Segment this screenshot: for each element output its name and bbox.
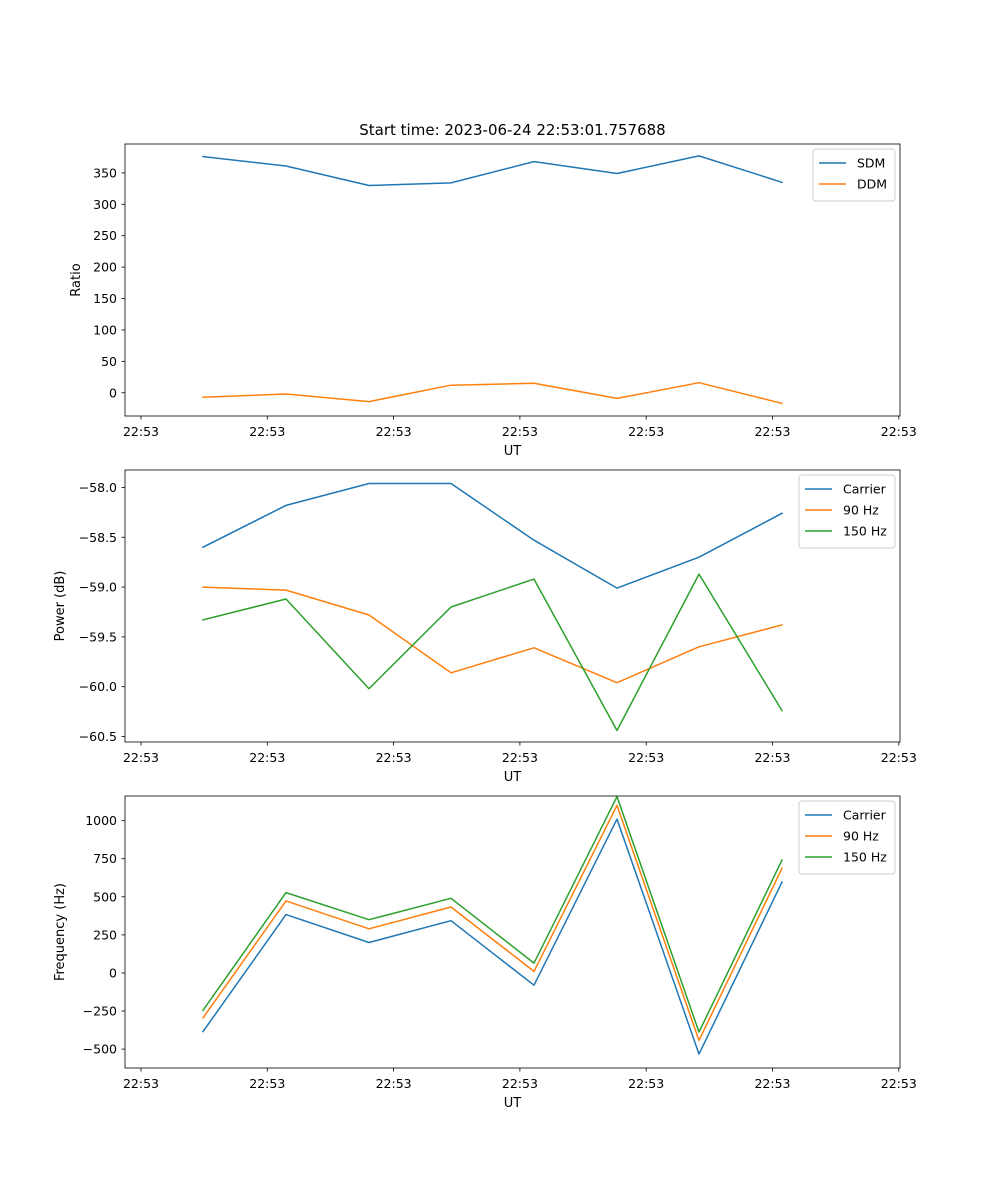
subplot-2: 22:53 22:53 22:53 22:53 22:53 22:53 22:53 −60.5… bbox=[53, 469, 917, 785]
y-tick-label: 150 bbox=[93, 291, 117, 306]
y-tick-label: 250 bbox=[93, 228, 117, 243]
chart-title: Start time: 2023-06-24 22:53:01.757688 bbox=[359, 121, 665, 139]
x-tick-label: 22:53 bbox=[754, 424, 790, 439]
x-tick-label: 22:53 bbox=[249, 750, 285, 765]
y-tick-label: 50 bbox=[101, 354, 117, 369]
x-tick-label: 22:53 bbox=[376, 750, 412, 765]
legend-label: 150 Hz bbox=[843, 850, 887, 865]
x-tick-label: 22:53 bbox=[628, 424, 664, 439]
x-tick-label: 22:53 bbox=[628, 750, 664, 765]
legend-box bbox=[812, 148, 896, 202]
legend-label: DDM bbox=[857, 177, 887, 192]
y-tick-label: 350 bbox=[93, 165, 117, 180]
series-line-90-hz bbox=[201, 804, 784, 1042]
y-tick-label: 750 bbox=[93, 851, 117, 866]
series-line-sdm bbox=[202, 155, 783, 187]
x-axis-label: UT bbox=[504, 1096, 522, 1111]
y-tick-label: 300 bbox=[93, 197, 117, 212]
legend-box bbox=[798, 474, 896, 549]
series-line-ddm bbox=[202, 381, 783, 405]
x-tick-label: 22:53 bbox=[628, 1076, 664, 1091]
y-tick-label: −250 bbox=[83, 1004, 117, 1019]
legend-label: 150 Hz bbox=[843, 524, 887, 539]
y-tick-label: 500 bbox=[93, 889, 117, 904]
y-tick-label: −60.5 bbox=[79, 729, 117, 744]
y-tick-label: −500 bbox=[83, 1042, 117, 1057]
subplot-1: 22:53 22:53 22:53 22:53 22:53 22:53 22:53 0 50 10… bbox=[69, 121, 917, 459]
x-axis-label: UT bbox=[504, 444, 522, 459]
y-axis-label: Ratio bbox=[69, 263, 84, 296]
y-tick-label: −60.0 bbox=[79, 679, 117, 694]
legend-box bbox=[798, 800, 896, 875]
x-tick-label: 22:53 bbox=[249, 424, 285, 439]
legend-label: Carrier bbox=[843, 482, 887, 497]
x-tick-label: 22:53 bbox=[123, 750, 159, 765]
legend-label: Carrier bbox=[843, 808, 887, 823]
y-tick-label: 1000 bbox=[85, 813, 117, 828]
y-tick-label: 0 bbox=[109, 385, 117, 400]
axes-frame bbox=[124, 469, 901, 743]
x-tick-label: 22:53 bbox=[502, 750, 538, 765]
legend-label: 90 Hz bbox=[843, 503, 879, 518]
y-tick-label: 250 bbox=[93, 927, 117, 942]
subplot-3: 22:53 22:53 22:53 22:53 22:53 22:53 22:53 −500 −… bbox=[53, 795, 917, 1111]
y-tick-label: 0 bbox=[109, 965, 117, 980]
x-tick-label: 22:53 bbox=[249, 1076, 285, 1091]
x-tick-label: 22:53 bbox=[123, 1076, 159, 1091]
x-tick-label: 22:53 bbox=[881, 750, 917, 765]
y-tick-label: 100 bbox=[93, 322, 117, 337]
legend: Carrier 90 Hz 150 Hz bbox=[798, 800, 896, 875]
series-line-carrier bbox=[201, 818, 784, 1055]
y-tick-label: −58.5 bbox=[79, 530, 117, 545]
x-tick-label: 22:53 bbox=[376, 1076, 412, 1091]
x-axis-label: UT bbox=[504, 770, 522, 785]
x-tick-label: 22:53 bbox=[881, 1076, 917, 1091]
x-tick-label: 22:53 bbox=[754, 1076, 790, 1091]
series-line-150-hz bbox=[202, 573, 784, 732]
x-tick-label: 22:53 bbox=[881, 424, 917, 439]
x-tick-label: 22:53 bbox=[123, 424, 159, 439]
axes-frame bbox=[124, 143, 901, 417]
y-axis-label: Frequency (Hz) bbox=[53, 883, 68, 981]
axes-frame bbox=[124, 795, 901, 1069]
x-tick-label: 22:53 bbox=[502, 424, 538, 439]
legend: SDM DDM bbox=[812, 148, 896, 202]
x-tick-label: 22:53 bbox=[754, 750, 790, 765]
y-tick-label: −59.5 bbox=[79, 629, 117, 644]
series-line-carrier bbox=[201, 482, 784, 589]
y-tick-label: −59.0 bbox=[79, 580, 117, 595]
y-tick-label: 200 bbox=[93, 260, 117, 275]
legend: Carrier 90 Hz 150 Hz bbox=[798, 474, 896, 549]
series-line-90-hz bbox=[202, 586, 783, 684]
y-axis-label: Power (dB) bbox=[53, 571, 68, 642]
y-tick-label: −58.0 bbox=[79, 480, 117, 495]
legend-label: 90 Hz bbox=[843, 829, 879, 844]
legend-label: SDM bbox=[857, 156, 885, 171]
x-tick-label: 22:53 bbox=[376, 424, 412, 439]
x-tick-label: 22:53 bbox=[502, 1076, 538, 1091]
series-line-150-hz bbox=[201, 795, 784, 1033]
